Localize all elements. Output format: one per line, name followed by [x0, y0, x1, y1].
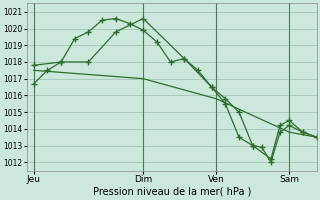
X-axis label: Pression niveau de la mer( hPa ): Pression niveau de la mer( hPa )	[92, 187, 251, 197]
